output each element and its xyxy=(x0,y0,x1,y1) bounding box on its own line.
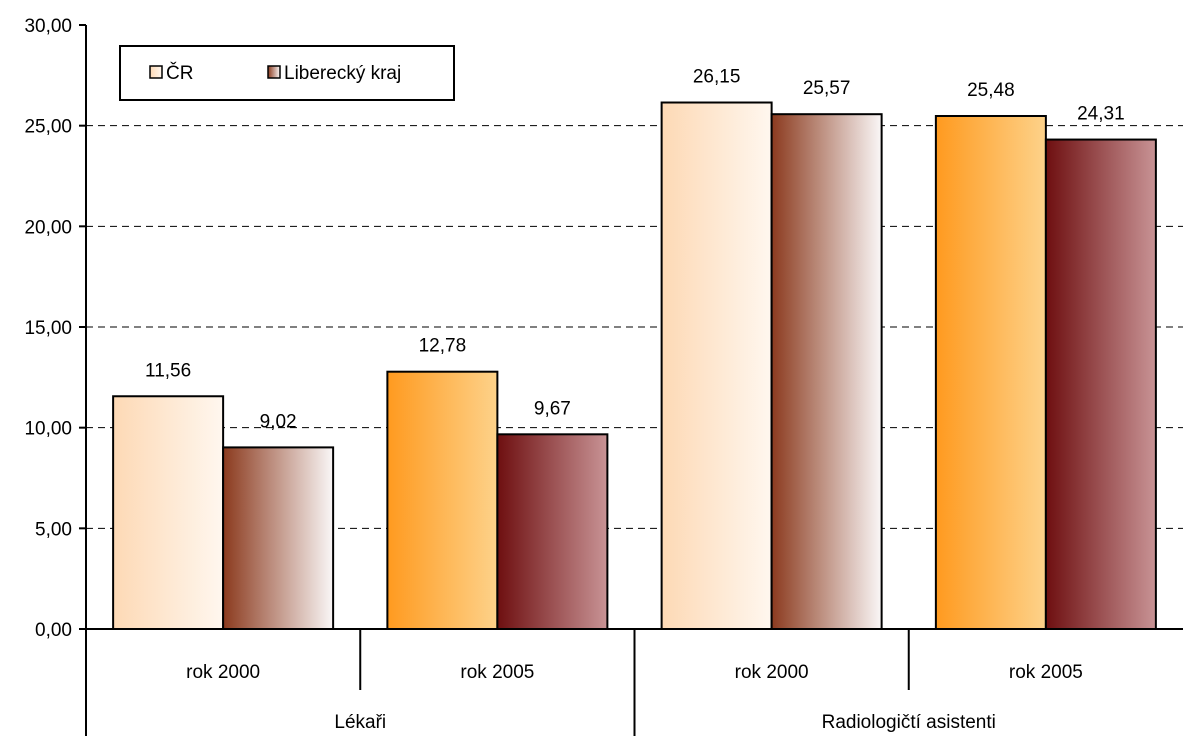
bar xyxy=(660,101,773,631)
y-tick-label: 5,00 xyxy=(35,519,72,540)
y-tick-label: 25,00 xyxy=(24,117,72,138)
bar xyxy=(496,433,609,630)
data-label: 26,15 xyxy=(693,67,741,88)
y-tick-label: 30,00 xyxy=(24,16,72,37)
data-label: 25,48 xyxy=(967,80,1015,101)
x-group-label: Lékaři xyxy=(334,712,386,733)
x-category-label: rok 2000 xyxy=(186,662,260,683)
bar xyxy=(934,115,1047,630)
x-category-label: rok 2005 xyxy=(460,662,534,683)
y-tick-label: 20,00 xyxy=(24,217,72,238)
y-tick-label: 15,00 xyxy=(24,318,72,339)
data-label: 24,31 xyxy=(1077,104,1125,125)
data-label: 12,78 xyxy=(419,336,467,357)
bar xyxy=(222,446,335,630)
axes xyxy=(79,24,1183,736)
y-tick-label: 10,00 xyxy=(24,419,72,440)
x-category-label: rok 2000 xyxy=(735,662,809,683)
labels: 0,00 5,00 10,00 15,00 20,00 25,00 30,00 11,56 9,… xyxy=(24,16,1124,733)
legend-swatch xyxy=(267,65,281,79)
legend-label: ČR xyxy=(166,62,193,84)
x-category-label: rok 2005 xyxy=(1009,662,1083,683)
data-label: 9,02 xyxy=(260,411,297,432)
legend-label: Liberecký kraj xyxy=(284,63,401,84)
data-label: 9,67 xyxy=(534,398,571,419)
data-label: 11,56 xyxy=(145,360,191,381)
legend-swatch xyxy=(149,65,163,79)
bar xyxy=(1044,138,1157,631)
legend: ČR Liberecký kraj xyxy=(119,45,455,101)
x-group-label: Radiologičtí asistenti xyxy=(822,712,996,733)
y-tick-label: 0,00 xyxy=(35,620,72,641)
bars xyxy=(112,101,1157,631)
bar xyxy=(770,113,883,630)
bar xyxy=(386,370,499,630)
bar xyxy=(112,395,225,630)
legend-box xyxy=(119,45,455,101)
data-label: 25,57 xyxy=(803,78,851,99)
